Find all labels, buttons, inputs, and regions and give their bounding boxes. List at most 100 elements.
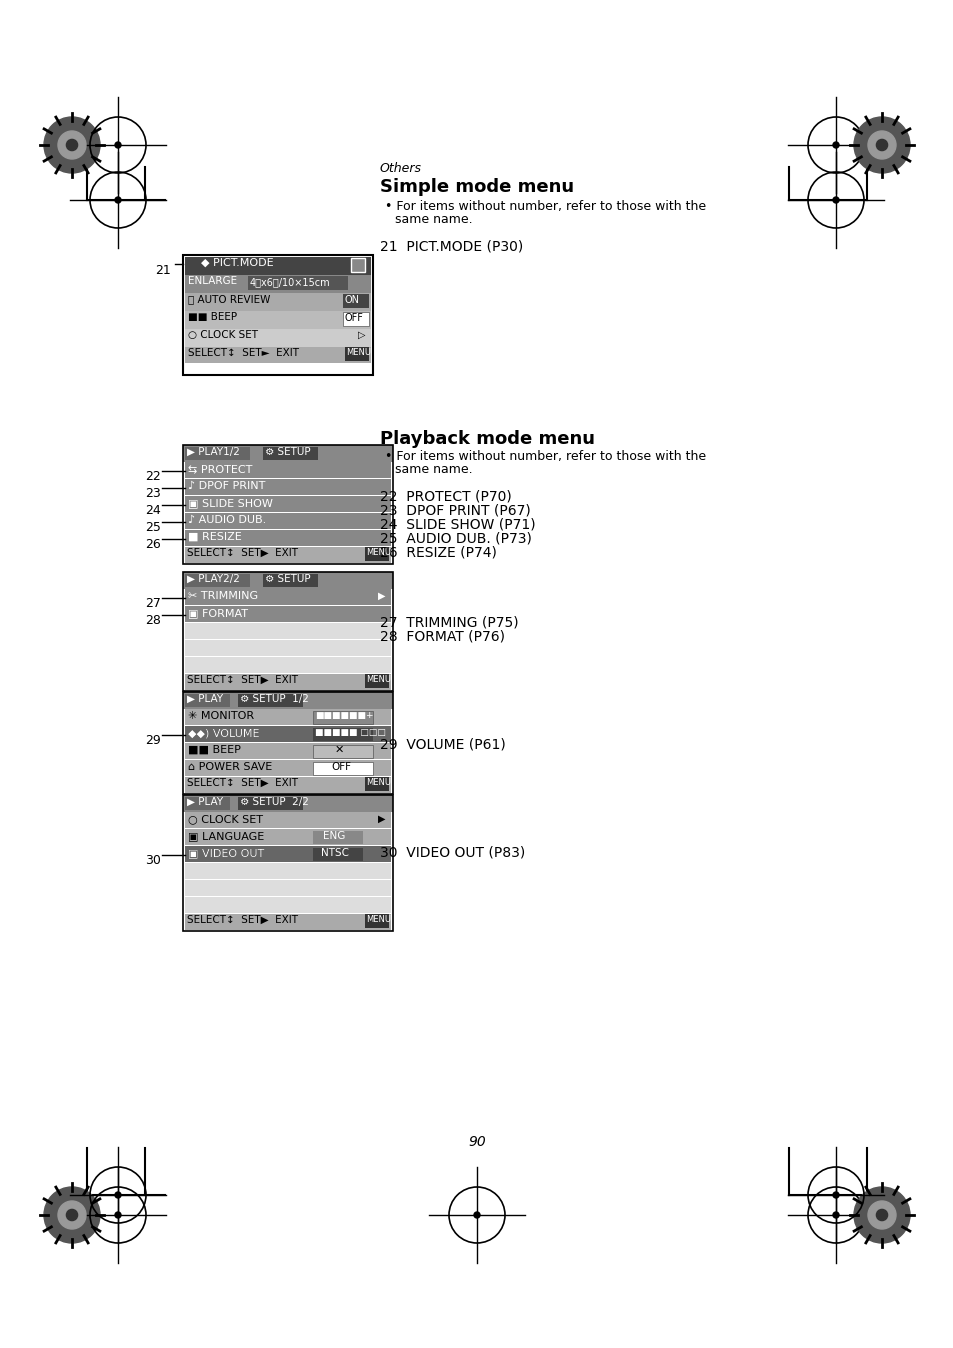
Text: ◆◆) VOLUME: ◆◆) VOLUME	[188, 728, 259, 737]
Text: ▣ SLIDE SHOW: ▣ SLIDE SHOW	[188, 497, 273, 508]
Text: ▶: ▶	[377, 814, 385, 824]
Bar	[185, 640, 391, 656]
Circle shape	[867, 1201, 895, 1229]
Circle shape	[58, 131, 86, 159]
Circle shape	[44, 117, 100, 173]
Text: Playback mode menu: Playback mode menu	[379, 430, 595, 448]
Bar	[365, 674, 389, 687]
Circle shape	[115, 197, 121, 204]
Text: Others: Others	[379, 162, 421, 175]
Text: 25  AUDIO DUB. (P73): 25 AUDIO DUB. (P73)	[379, 532, 532, 546]
Bar	[313, 710, 373, 724]
Text: 27: 27	[145, 597, 161, 611]
Bar	[185, 914, 391, 930]
Bar	[185, 674, 391, 690]
Bar	[185, 574, 250, 586]
Text: MENU: MENU	[346, 348, 371, 357]
Text: ▣ LANGUAGE: ▣ LANGUAGE	[188, 830, 264, 841]
Bar	[263, 448, 317, 460]
Bar	[183, 692, 393, 794]
Text: same name.: same name.	[395, 462, 472, 476]
Bar	[183, 795, 393, 811]
Text: SELECT↕  SET▶  EXIT: SELECT↕ SET▶ EXIT	[187, 549, 297, 558]
Bar	[183, 572, 393, 589]
Text: ⇆ PROTECT: ⇆ PROTECT	[188, 464, 253, 474]
Text: ENG: ENG	[323, 830, 345, 841]
Text: ◆ PICT.MODE: ◆ PICT.MODE	[201, 257, 274, 268]
Circle shape	[876, 1209, 886, 1220]
Bar	[365, 776, 389, 791]
Bar	[183, 692, 393, 709]
Text: 30: 30	[145, 855, 161, 867]
Text: same name.: same name.	[395, 213, 472, 226]
Bar	[313, 762, 373, 775]
Text: 26  RESIZE (P74): 26 RESIZE (P74)	[379, 546, 497, 559]
Text: ■■■■■■+: ■■■■■■+	[314, 710, 374, 720]
Circle shape	[115, 1192, 121, 1198]
Bar	[185, 896, 391, 913]
Bar	[313, 848, 363, 861]
Circle shape	[876, 139, 886, 151]
Text: 21: 21	[154, 264, 171, 276]
Text: ■■ BEEP: ■■ BEEP	[188, 745, 240, 755]
Bar	[185, 329, 371, 346]
Text: ♪ AUDIO DUB.: ♪ AUDIO DUB.	[188, 515, 266, 524]
Text: 21  PICT.MODE (P30): 21 PICT.MODE (P30)	[379, 240, 522, 253]
Text: 26: 26	[145, 538, 161, 551]
Bar	[185, 607, 391, 621]
Text: OFF: OFF	[331, 762, 351, 772]
Bar	[185, 847, 391, 861]
Circle shape	[67, 1209, 77, 1220]
Bar	[185, 776, 391, 793]
Text: 23  DPOF PRINT (P67): 23 DPOF PRINT (P67)	[379, 504, 530, 518]
Bar	[185, 275, 371, 293]
Text: 28  FORMAT (P76): 28 FORMAT (P76)	[379, 630, 504, 643]
Bar	[237, 797, 303, 810]
Bar	[313, 830, 363, 844]
Text: 27  TRIMMING (P75): 27 TRIMMING (P75)	[379, 615, 518, 630]
Bar	[185, 479, 391, 495]
Bar	[185, 863, 391, 879]
Bar	[185, 293, 371, 311]
Bar	[185, 656, 391, 673]
Circle shape	[832, 1192, 838, 1198]
Bar	[183, 795, 393, 931]
Circle shape	[832, 197, 838, 204]
Bar	[185, 448, 250, 460]
Bar	[263, 574, 317, 586]
Bar	[183, 445, 393, 462]
Text: MENU: MENU	[366, 549, 391, 557]
Bar	[351, 257, 365, 272]
Text: NTSC: NTSC	[320, 848, 349, 857]
Bar	[185, 811, 391, 828]
Text: ✂ TRIMMING: ✂ TRIMMING	[188, 590, 258, 601]
Text: Ⓕ AUTO REVIEW: Ⓕ AUTO REVIEW	[188, 294, 270, 305]
Text: 23: 23	[145, 487, 161, 500]
Bar	[185, 496, 391, 512]
Text: 25: 25	[145, 520, 161, 534]
Text: ■ RESIZE: ■ RESIZE	[188, 532, 241, 542]
Text: ■■ BEEP: ■■ BEEP	[188, 311, 237, 322]
Bar	[313, 745, 373, 758]
Circle shape	[832, 142, 838, 148]
Bar	[345, 346, 369, 361]
Bar	[185, 530, 391, 546]
Bar	[248, 276, 348, 290]
Text: SELECT↕  SET►  EXIT: SELECT↕ SET► EXIT	[188, 348, 298, 359]
Bar	[185, 829, 391, 845]
Text: ⚙ SETUP  2/2: ⚙ SETUP 2/2	[240, 797, 309, 807]
Text: 28: 28	[145, 613, 161, 627]
Text: 4˹x6˹/10×15cm: 4˹x6˹/10×15cm	[250, 276, 331, 287]
Text: ♪ DPOF PRINT: ♪ DPOF PRINT	[188, 481, 265, 491]
Bar	[185, 514, 391, 528]
Bar	[183, 572, 393, 692]
Circle shape	[67, 139, 77, 151]
Bar	[185, 760, 391, 776]
Text: ▶ PLAY: ▶ PLAY	[187, 694, 223, 704]
Text: MENU: MENU	[366, 915, 391, 923]
Text: ▶: ▶	[377, 590, 385, 601]
Text: 29  VOLUME (P61): 29 VOLUME (P61)	[379, 737, 505, 752]
Text: ▣ FORMAT: ▣ FORMAT	[188, 608, 248, 617]
Circle shape	[832, 1212, 838, 1219]
Circle shape	[867, 131, 895, 159]
